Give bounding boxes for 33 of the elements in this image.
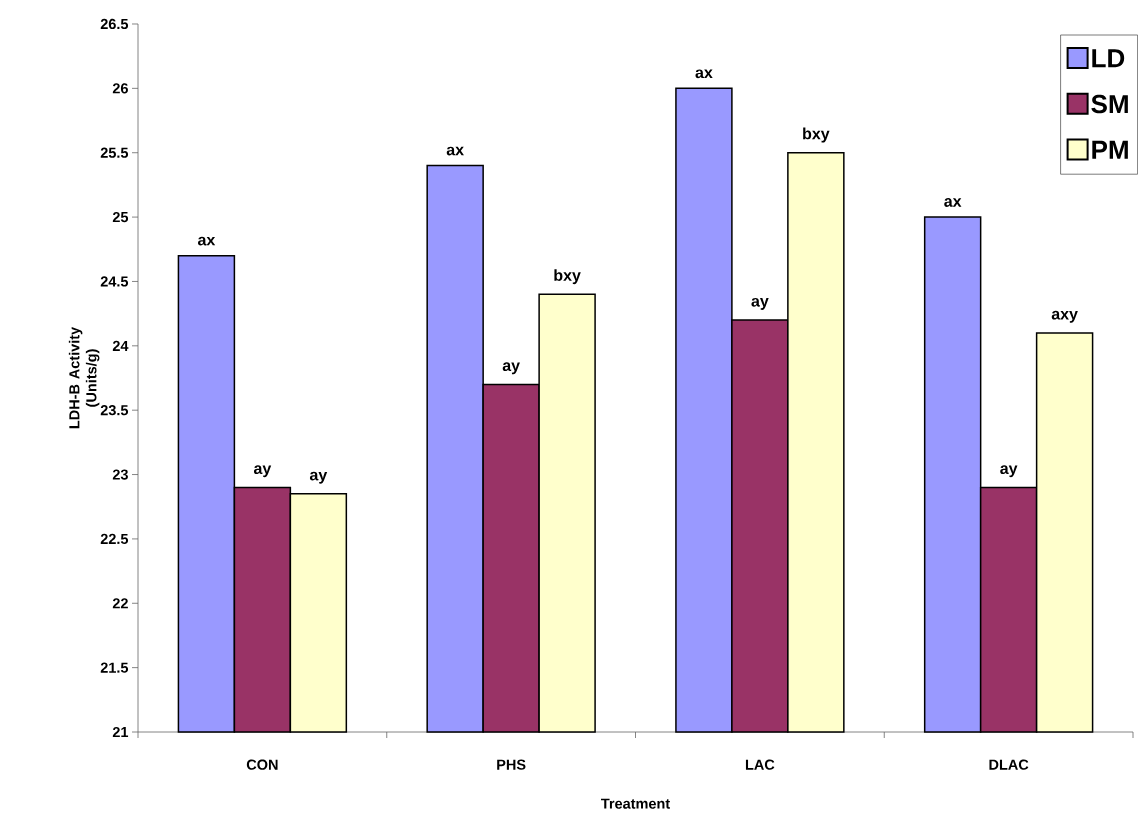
y-tick-label: 24.5	[100, 276, 129, 287]
y-tick-label: 22.5	[100, 533, 129, 545]
data-label: ay	[309, 471, 328, 484]
y-tick-label: 25.5	[100, 147, 129, 158]
x-tick-label: LAC	[745, 759, 775, 770]
x-tick-label: DLAC	[989, 759, 1029, 770]
y-tick-label: 26	[112, 83, 128, 94]
x-axis-title: Treatment	[601, 798, 670, 809]
data-label: ax	[197, 236, 216, 246]
data-label: ax	[446, 146, 464, 156]
data-label: axy	[1051, 310, 1078, 323]
y-tick-label: 23	[112, 469, 128, 480]
legend-label: LD	[1092, 49, 1125, 68]
x-tick-label: PHS	[497, 759, 526, 770]
y-tick-label: 21	[112, 726, 129, 738]
y-axis-title: LDH-B Activity (Units/g)	[68, 326, 100, 429]
y-tick-label: 22	[112, 598, 128, 609]
x-tick-label: CON	[246, 759, 278, 770]
y-tick-label: 23.5	[100, 405, 129, 416]
legend-label: SM	[1091, 94, 1128, 114]
data-label: ay	[253, 465, 272, 478]
data-label: ay	[1000, 465, 1018, 478]
y-tick-label: 21.5	[100, 662, 129, 673]
data-label: ax	[695, 69, 713, 79]
y-tick-label: 25	[112, 211, 129, 223]
y-tick-label: 24	[112, 340, 129, 351]
data-label: ay	[502, 362, 520, 375]
data-label: bxy	[803, 127, 830, 143]
data-label: ax	[944, 198, 962, 207]
data-label: bxy	[554, 269, 581, 285]
data-label: ay	[751, 297, 769, 310]
legend-label: PM	[1092, 140, 1128, 159]
y-tick-label: 26.5	[100, 18, 129, 30]
